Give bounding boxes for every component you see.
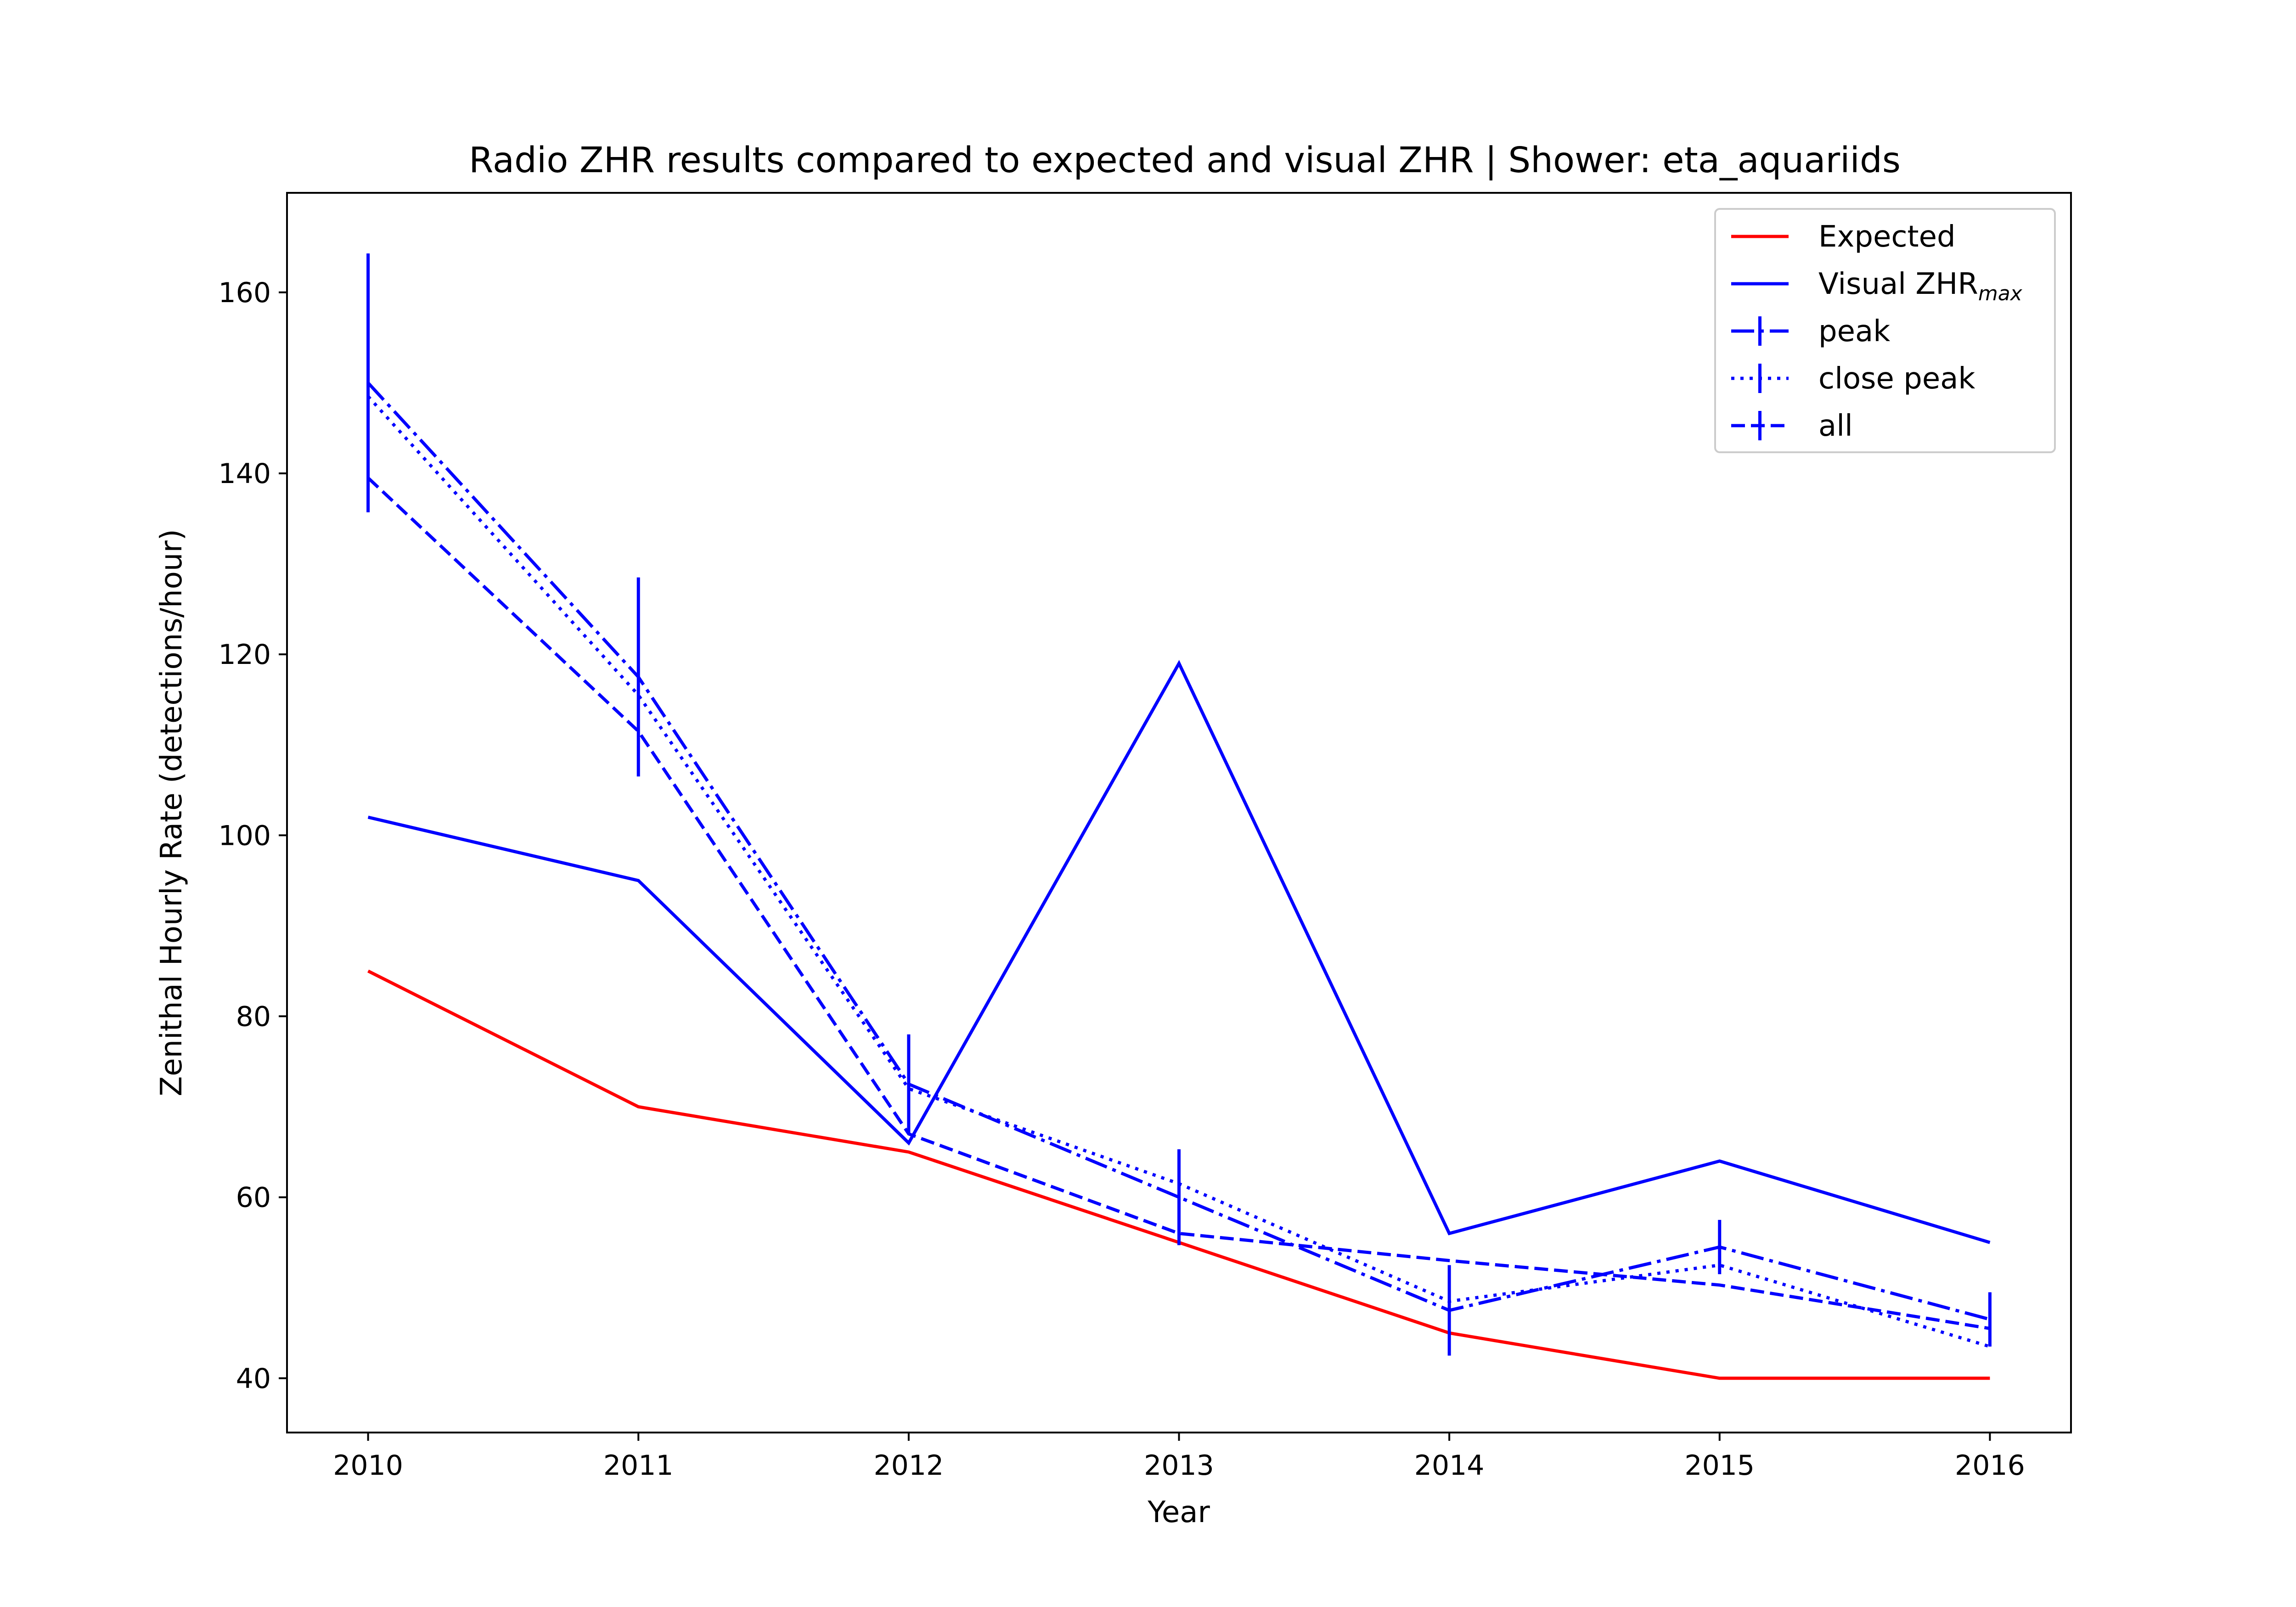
y-tick-label: 80 <box>236 1000 271 1033</box>
series-peak <box>366 253 1992 1356</box>
data-point <box>368 971 369 972</box>
x-tick-label: 2010 <box>333 1450 403 1482</box>
plot-area <box>286 192 2072 1433</box>
data-point <box>908 1134 909 1135</box>
data-point <box>908 1088 909 1089</box>
data-point <box>1449 1301 1450 1302</box>
x-tick-label: 2013 <box>1144 1450 1214 1482</box>
data-point <box>1179 1183 1180 1184</box>
legend-item: Expected <box>1731 220 1956 254</box>
data-point <box>638 695 639 696</box>
legend-item: peak <box>1731 315 1890 348</box>
legend-label: peak <box>1818 315 1890 348</box>
series-line <box>367 660 1991 1244</box>
legend-item: close peak <box>1731 362 1975 396</box>
data-point <box>368 817 369 818</box>
series-line <box>367 477 1990 1330</box>
data-point <box>1989 1328 1990 1329</box>
legend-item: all <box>1731 409 1853 443</box>
y-tick-label: 160 <box>218 277 271 309</box>
data-point <box>638 880 639 881</box>
series-line <box>367 395 1991 1349</box>
x-axis: 2010 2011 2012 2013 2014 2015 2016 <box>333 1433 2025 1482</box>
data-point <box>1989 1346 1990 1347</box>
legend-label: all <box>1818 409 1853 443</box>
x-tick-label: 2011 <box>603 1450 674 1482</box>
y-axis-label: Zenithal Hourly Rate (detections/hour) <box>155 529 189 1096</box>
y-tick-label: 60 <box>236 1182 271 1214</box>
series-layer <box>366 253 1992 1380</box>
data-point <box>908 1142 909 1143</box>
data-point <box>1449 1233 1450 1234</box>
data-point <box>1719 1378 1720 1379</box>
data-point <box>638 731 639 732</box>
data-point <box>1989 1242 1990 1243</box>
data-point <box>1719 1264 1720 1265</box>
legend-label: Expected <box>1818 220 1956 254</box>
chart-title: Radio ZHR results compared to expected a… <box>469 140 1901 181</box>
data-point <box>1989 1378 1990 1379</box>
y-tick-label: 140 <box>218 458 271 490</box>
x-axis-label: Year <box>1147 1495 1210 1529</box>
data-point <box>1719 1285 1720 1286</box>
x-tick-label: 2016 <box>1955 1450 2025 1482</box>
legend-label-subscript: max <box>1978 282 2023 305</box>
x-tick-label: 2015 <box>1684 1450 1755 1482</box>
series-close-peak <box>367 395 1991 1349</box>
y-tick-label: 40 <box>236 1363 271 1395</box>
legend-box <box>1714 208 2056 453</box>
y-tick-label: 120 <box>218 639 271 671</box>
legend-label: close peak <box>1818 362 1975 396</box>
series-all <box>367 477 1990 1330</box>
series-visual-zhr <box>367 660 1991 1244</box>
x-tick-label: 2014 <box>1414 1450 1485 1482</box>
x-tick-label: 2012 <box>874 1450 944 1482</box>
y-tick-label: 100 <box>218 820 271 852</box>
data-point <box>1719 1161 1720 1162</box>
data-point <box>1179 1233 1180 1234</box>
y-axis: 40 60 80 100 120 140 160 <box>218 277 287 1395</box>
data-point <box>1449 1260 1450 1261</box>
data-point <box>368 396 369 397</box>
data-point <box>1179 663 1180 664</box>
